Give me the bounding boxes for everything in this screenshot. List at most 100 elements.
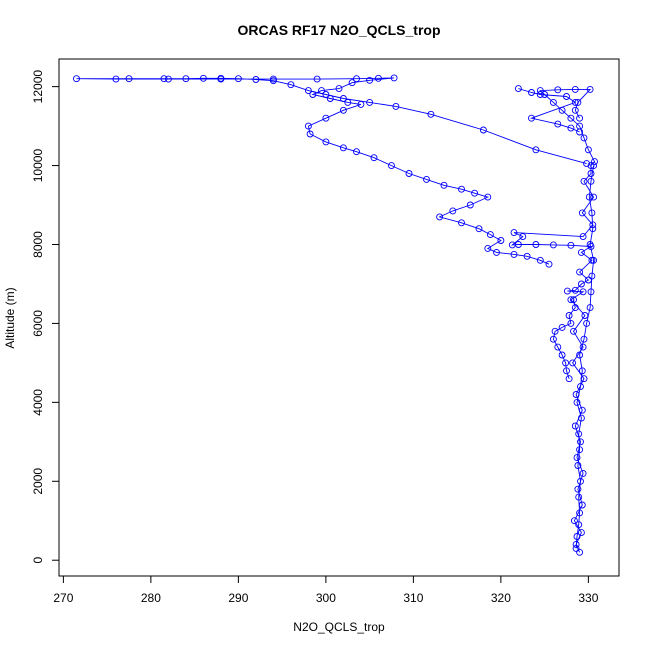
data-point [309, 91, 317, 98]
data-point [471, 189, 479, 197]
x-axis-label: N2O_QCLS_trop [293, 620, 385, 634]
series-line [552, 299, 576, 379]
data-point [580, 335, 588, 343]
data-point [374, 74, 382, 82]
data-point [536, 256, 544, 264]
data-point [589, 225, 597, 233]
data-point [587, 162, 595, 170]
data-point [366, 98, 374, 106]
data-point [571, 304, 579, 312]
data-point [583, 160, 591, 168]
data-point [558, 323, 566, 331]
data-point [549, 335, 557, 343]
data-point [427, 110, 435, 118]
data-point [217, 75, 225, 83]
data-point [586, 85, 594, 93]
data-point [567, 114, 575, 122]
data-point [449, 207, 457, 215]
data-point [458, 185, 465, 193]
x-tick-label: 320 [491, 591, 511, 605]
data-point [322, 114, 330, 122]
data-point [578, 367, 586, 375]
y-tick-label: 6000 [31, 310, 45, 337]
data-point [344, 98, 352, 106]
data-point [322, 138, 330, 146]
series-4 [572, 162, 598, 552]
data-point [573, 398, 581, 406]
data-point [353, 75, 360, 83]
data-point [577, 477, 584, 485]
data-point [554, 86, 562, 94]
y-tick-label: 4000 [31, 389, 45, 416]
data-point [164, 75, 172, 83]
y-tick-label: 0 [31, 557, 45, 564]
data-point [570, 327, 577, 335]
data-point [569, 359, 577, 367]
series-layer [73, 74, 598, 556]
data-point [587, 288, 595, 296]
data-point [497, 237, 505, 244]
data-point [519, 233, 527, 241]
data-point [584, 146, 592, 154]
data-point [586, 304, 594, 312]
data-point [335, 85, 343, 93]
data-point [440, 181, 448, 189]
data-point [577, 529, 585, 537]
data-point [484, 193, 492, 201]
y-tick-label: 12000 [31, 70, 45, 104]
data-point [574, 485, 582, 493]
data-point [574, 462, 582, 469]
data-point [570, 517, 578, 525]
data-point [339, 95, 347, 102]
data-point [160, 75, 168, 83]
data-point [493, 248, 500, 256]
data-point [573, 454, 581, 462]
data-point [112, 75, 120, 83]
data-point [528, 114, 535, 122]
data-point [567, 241, 575, 249]
data-point [234, 75, 242, 83]
data-point [570, 296, 577, 304]
data-point [475, 225, 483, 233]
data-point [458, 219, 465, 227]
data-point [586, 241, 594, 248]
data-point [563, 287, 571, 295]
data-point [549, 98, 557, 106]
data-point [577, 438, 584, 446]
data-point [577, 280, 585, 288]
data-point [182, 75, 190, 83]
data-point [562, 359, 570, 367]
data-point [528, 89, 535, 96]
data-point [571, 98, 579, 106]
data-point [366, 76, 374, 84]
data-point [510, 250, 518, 258]
data-point [577, 414, 585, 422]
y-tick-label: 2000 [31, 468, 45, 495]
data-point [573, 533, 581, 540]
data-point [576, 268, 584, 276]
data-point [576, 509, 584, 517]
data-point [563, 367, 570, 375]
data-point [392, 102, 400, 110]
data-point [565, 312, 573, 319]
y-tick-label: 8000 [31, 231, 45, 258]
data-point [339, 106, 347, 114]
x-tick-label: 330 [578, 591, 598, 605]
data-point [572, 544, 580, 552]
data-point [587, 177, 595, 185]
data-point [532, 241, 540, 248]
data-point [252, 76, 260, 83]
data-point [318, 87, 325, 95]
data-point [287, 81, 295, 89]
data-point [486, 231, 494, 239]
data-point [571, 422, 579, 430]
data-point [536, 91, 544, 98]
data-point [125, 75, 133, 83]
data-point [575, 430, 583, 438]
data-point [313, 75, 321, 83]
data-point [508, 241, 516, 249]
data-point [554, 120, 562, 128]
x-tick-label: 280 [141, 591, 161, 605]
y-axis: 0 2000 4000 6000 8000 10000 12000 [31, 70, 60, 564]
